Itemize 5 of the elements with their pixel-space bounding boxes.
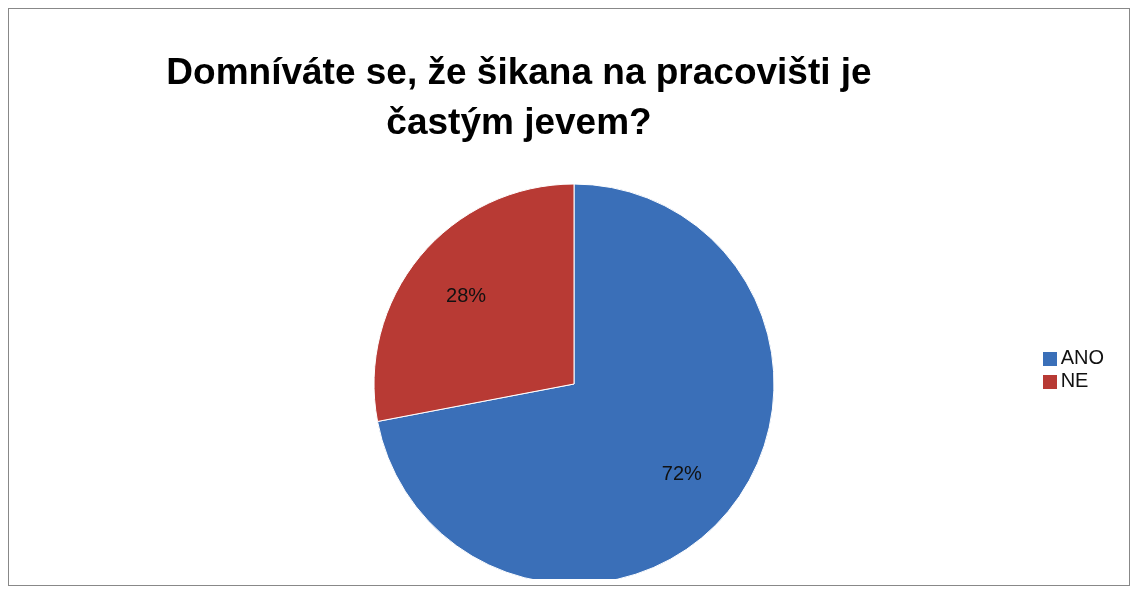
- data-label: 28%: [446, 283, 487, 306]
- legend-label: NE: [1060, 369, 1089, 391]
- chart-title: Domníváte se, že šikana na pracovišti je častým jevem?: [165, 50, 873, 144]
- data-label: 72%: [661, 462, 703, 485]
- legend-label: ANO: [1060, 346, 1104, 368]
